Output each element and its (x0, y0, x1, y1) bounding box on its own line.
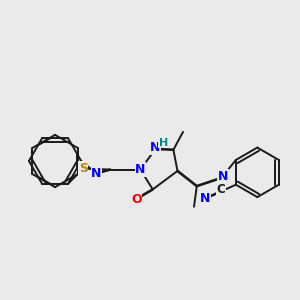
Text: N: N (150, 141, 161, 154)
Text: N: N (91, 167, 101, 180)
Text: S: S (79, 162, 88, 175)
Text: H: H (159, 138, 168, 148)
Text: N: N (200, 192, 210, 205)
Text: C: C (216, 183, 225, 196)
Text: N: N (135, 163, 146, 176)
Text: N: N (218, 170, 228, 183)
Text: O: O (131, 193, 142, 206)
